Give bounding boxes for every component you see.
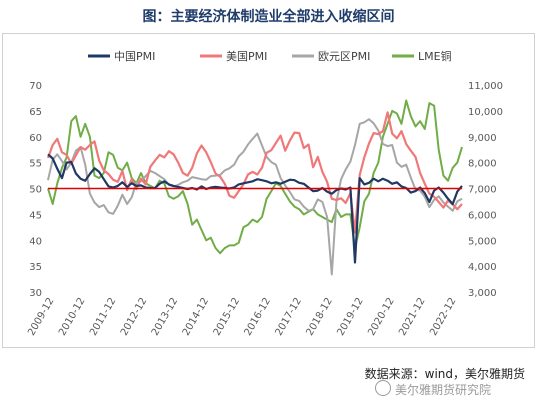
chart-legend: 中国PMI 美国PMI 欧元区PMI LME铜: [88, 49, 452, 63]
x-tick-label: 2022-12: [428, 296, 458, 338]
y-left-tick-label: 65: [29, 107, 42, 118]
y-right-tick-label: 5,000: [468, 236, 497, 247]
series-line-1: [46, 111, 463, 234]
y-right-tick-label: 4,000: [468, 262, 497, 273]
y-right-tick-label: 10,000: [468, 107, 503, 118]
y-left-tick-label: 55: [29, 159, 42, 170]
y-right-tick-label: 8,000: [468, 159, 497, 170]
y-left-tick-label: 60: [29, 133, 42, 144]
x-tick-label: 2014-12: [181, 296, 211, 338]
y-right-tick-label: 6,000: [468, 210, 497, 221]
x-tick-label: 2017-12: [274, 296, 304, 338]
x-tick-label: 2011-12: [88, 296, 118, 338]
chart-title: 图：主要经济体制造业全部进入收缩区间: [142, 9, 395, 25]
y-left-tick-label: 30: [29, 288, 42, 299]
x-tick-label: 2015-12: [212, 296, 242, 338]
y-left-tick-label: 40: [29, 236, 42, 247]
series-line-3: [47, 99, 463, 255]
y-left-tick-label: 45: [29, 210, 42, 221]
watermark-text: 美尔雅期货研究院: [395, 383, 492, 397]
x-tick-label: 2013-12: [150, 296, 180, 338]
y-right-tick-label: 7,000: [468, 185, 497, 196]
y-right-tick-label: 11,000: [468, 81, 503, 92]
source-note: 数据来源：wind，美尔雅期货: [364, 367, 525, 381]
x-tick-label: 2009-12: [26, 296, 56, 338]
legend-label: 欧元区PMI: [318, 50, 370, 63]
y-right-tick-label: 3,000: [468, 288, 497, 299]
x-tick-label: 2010-12: [57, 296, 87, 338]
x-tick-label: 2016-12: [243, 296, 273, 338]
line-chart: 30 35 40 45 50 55 60 65 70 3,000 4,000 5,000 6,000 7,…: [26, 49, 503, 338]
series-line-0: [47, 153, 463, 264]
legend-label: 中国PMI: [114, 50, 155, 63]
x-tick-label: 2020-12: [366, 296, 396, 338]
x-tick-label: 2019-12: [335, 296, 365, 338]
chart-frame: [2, 33, 535, 348]
x-tick-label: 2018-12: [304, 296, 334, 338]
series-line-2: [47, 118, 463, 276]
y-left-tick-label: 50: [29, 185, 42, 196]
watermark-logo-icon: [375, 380, 391, 396]
legend-label: LME铜: [418, 49, 452, 63]
x-tick-label: 2012-12: [119, 296, 149, 338]
y-right-tick-label: 9,000: [468, 133, 497, 144]
legend-label: 美国PMI: [226, 50, 267, 63]
y-left-tick-label: 70: [29, 81, 42, 92]
chart-series: [46, 99, 463, 276]
x-tick-label: 2021-12: [397, 296, 427, 338]
y-left-tick-label: 35: [29, 262, 42, 273]
